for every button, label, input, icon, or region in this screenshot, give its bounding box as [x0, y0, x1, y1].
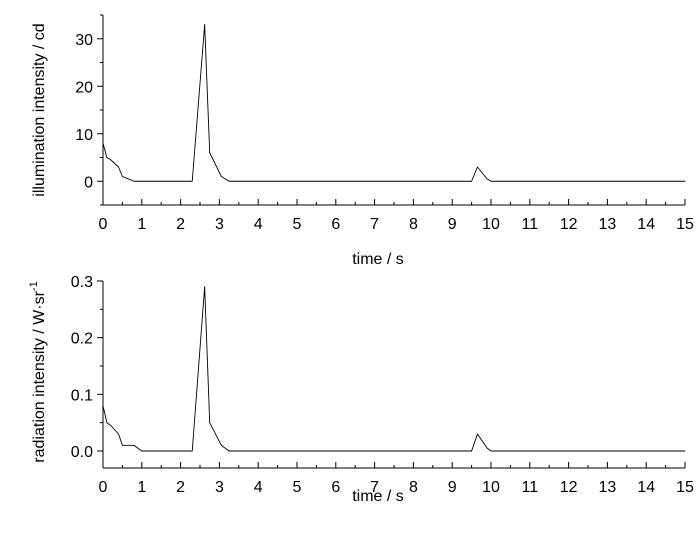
illumination-x-tick-label: 9	[448, 216, 457, 233]
radiation-x-tick-label: 10	[482, 479, 500, 496]
radiation-y-axis-title-main: radiation intensity / W·sr	[31, 290, 48, 462]
radiation-data-point	[486, 447, 488, 449]
illumination-y-tick-label: 20	[75, 79, 93, 96]
radiation-data-point	[141, 450, 143, 452]
illumination-axes	[97, 14, 686, 206]
radiation-data-point	[133, 444, 135, 446]
radiation-data-point	[684, 450, 686, 452]
illumination-data-point	[122, 176, 123, 177]
radiation-data-point	[228, 450, 230, 452]
radiation-y-tick-label: 0.0	[71, 444, 93, 461]
illumination-x-tick-label: 4	[254, 216, 263, 233]
illumination-y-tick-label: 10	[75, 127, 93, 144]
radiation-x-tick-label: 13	[599, 479, 617, 496]
radiation-data-point	[118, 433, 119, 435]
illumination-data-point	[141, 180, 143, 182]
radiation-x-tick-labels: 0 1 2 3 4 5 6 7 8 9 10 11 12 13 14 15	[99, 479, 694, 496]
illumination-y-tick-label: 30	[75, 32, 93, 49]
radiation-x-tick-label: 9	[448, 479, 457, 496]
illumination-data-point	[486, 178, 488, 180]
illumination-x-tick-label: 12	[560, 216, 578, 233]
radiation-x-tick-label: 2	[176, 479, 185, 496]
radiation-data-point	[471, 450, 472, 452]
illumination-x-tick-label: 11	[521, 216, 538, 233]
illumination-x-tick-labels: 0 1 2 3 4 5 6 7 8 9 10 11 12 13 14 15	[99, 216, 694, 233]
illumination-data-point	[110, 159, 112, 161]
illumination-data-point	[133, 180, 135, 182]
radiation-y-tick-label: 0.2	[71, 331, 93, 348]
illumination-data-point	[471, 180, 472, 182]
radiation-x-axis-title: time / s	[352, 488, 404, 505]
illumination-y-tick-label: 0	[84, 174, 93, 191]
radiation-data-point	[477, 433, 478, 435]
radiation-x-tick-label: 8	[409, 479, 418, 496]
radiation-x-tick-label: 1	[137, 479, 146, 496]
illumination-x-tick-label: 14	[637, 216, 655, 233]
radiation-x-tick-label: 7	[370, 479, 379, 496]
illumination-data-point	[490, 180, 492, 182]
illumination-data-point	[118, 166, 119, 168]
radiation-data-point	[106, 422, 108, 424]
illumination-series-group	[102, 24, 686, 182]
radiation-data-point	[209, 422, 211, 424]
radiation-data-point	[204, 286, 206, 288]
illumination-y-tick-labels: 0 10 20 30	[75, 32, 93, 192]
illumination-x-tick-label: 13	[599, 216, 617, 233]
radiation-data-point	[122, 444, 123, 446]
radiation-series-line	[102, 286, 685, 452]
illumination-x-tick-label: 0	[99, 216, 108, 233]
illumination-data-point	[228, 180, 230, 182]
radiation-y-axis-title: radiation intensity / W·sr-1	[28, 281, 48, 462]
radiation-y-tick-labels: 0.0 0.1 0.2 0.3	[71, 274, 93, 461]
illumination-x-tick-label: 1	[137, 216, 146, 233]
radiation-y-tick-label: 0.3	[71, 274, 93, 291]
radiation-x-tick-label: 15	[676, 479, 694, 496]
illumination-x-tick-label: 10	[482, 216, 500, 233]
radiation-y-tick-label: 0.1	[71, 387, 93, 404]
radiation-series-group	[102, 286, 686, 452]
illumination-x-axis-title: time / s	[352, 251, 404, 268]
illumination-x-tick-label: 6	[331, 216, 340, 233]
illumination-x-tick-label: 3	[215, 216, 224, 233]
illumination-x-tick-label: 2	[176, 216, 185, 233]
radiation-x-tick-label: 0	[99, 479, 108, 496]
illumination-data-point	[106, 157, 108, 158]
illumination-data-point	[204, 24, 206, 25]
radiation-x-tick-label: 6	[331, 479, 340, 496]
radiation-data-point	[191, 450, 193, 452]
radiation-chart: 0 1 2 3 4 5 6 7 8 9 10 11 12 13 14 15 0.00.10.20.3 time…	[28, 274, 694, 505]
radiation-x-tick-label: 3	[215, 479, 224, 496]
radiation-data-point	[110, 425, 112, 426]
radiation-x-tick-label: 5	[293, 479, 302, 496]
radiation-y-axis-title-superscript: -1	[28, 281, 40, 291]
radiation-data-point	[220, 444, 222, 446]
radiation-x-tick-label: 11	[521, 479, 538, 496]
illumination-x-tick-label: 8	[409, 216, 418, 233]
illumination-data-point	[191, 180, 193, 182]
illumination-data-point	[209, 152, 211, 154]
radiation-x-tick-label: 12	[560, 479, 578, 496]
radiation-axes	[97, 280, 686, 469]
illumination-data-point	[477, 166, 478, 168]
radiation-x-tick-label: 14	[637, 479, 655, 496]
illumination-y-axis-title: illumination intensity / cd	[31, 23, 48, 196]
radiation-data-point	[490, 450, 492, 452]
illumination-data-point	[220, 176, 222, 177]
illumination-x-tick-label: 15	[676, 216, 694, 233]
illumination-series-line	[102, 24, 685, 182]
illumination-data-point	[684, 180, 686, 182]
illumination-x-tick-label: 7	[370, 216, 379, 233]
illumination-x-tick-label: 5	[293, 216, 302, 233]
radiation-x-tick-label: 4	[254, 479, 263, 496]
